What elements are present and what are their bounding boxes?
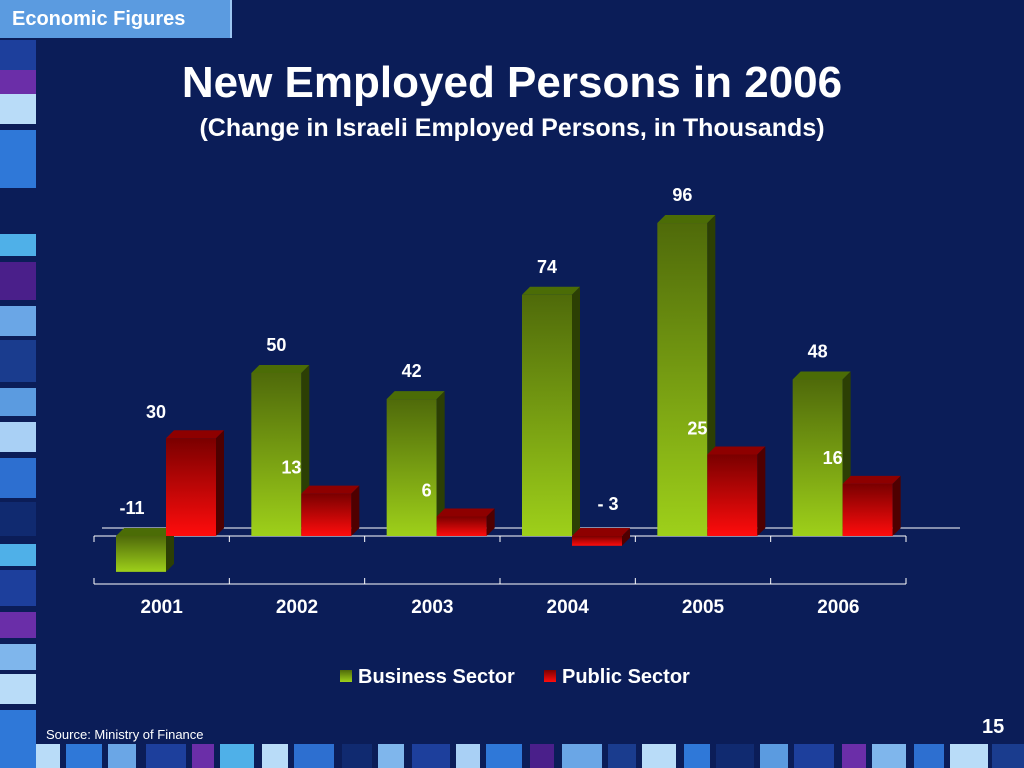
bar-side — [892, 475, 901, 536]
bar-front — [657, 223, 708, 537]
bar-front — [522, 294, 572, 536]
bar-front — [436, 516, 487, 536]
data-label: - 3 — [597, 494, 618, 514]
x-tick-label: 2001 — [141, 597, 184, 618]
data-label: 25 — [687, 419, 707, 439]
bar-public-2003 — [436, 508, 495, 536]
bar-top — [301, 485, 360, 494]
bar-business-2001 — [116, 528, 174, 572]
x-tick-label: 2006 — [817, 597, 859, 618]
bar-business-2003 — [386, 391, 445, 536]
data-label: 42 — [402, 361, 422, 381]
legend-label: Public Sector — [562, 666, 690, 688]
header-tab-label: Economic Figures — [12, 8, 186, 30]
bar-side — [166, 528, 174, 572]
bar-front — [386, 399, 437, 536]
bar-front — [166, 438, 216, 536]
x-tick-label: 2002 — [276, 597, 318, 618]
source-note: Source: Ministry of Finance — [46, 727, 204, 742]
bar-side — [351, 485, 360, 536]
bar-top — [166, 430, 224, 439]
bar-top — [116, 528, 174, 536]
bar-side — [622, 528, 630, 546]
legend-item-business: Business Sector — [340, 666, 515, 688]
bar-top — [522, 286, 580, 295]
bar-top — [572, 528, 630, 536]
bar-front — [301, 493, 352, 536]
header-tab: Economic Figures — [0, 0, 232, 38]
x-tick-label: 2003 — [411, 597, 453, 618]
bar-top — [657, 215, 716, 224]
bar-side — [436, 391, 445, 536]
bar-public-2006 — [842, 475, 901, 536]
bar-public-2005 — [707, 446, 766, 536]
data-label: -11 — [119, 498, 144, 518]
bar-public-2002 — [301, 485, 360, 536]
left-decorative-strip — [0, 40, 36, 768]
data-label: 30 — [146, 402, 166, 422]
bar-top — [792, 371, 851, 380]
data-label: 13 — [281, 458, 301, 478]
bar-front — [572, 536, 622, 546]
bar-top — [386, 391, 445, 400]
bottom-decorative-strip — [36, 744, 1024, 768]
legend-swatch — [544, 670, 556, 682]
bar-top — [842, 475, 901, 484]
bar-side — [757, 446, 766, 536]
legend-item-public: Public Sector — [544, 666, 690, 688]
slide-title: New Employed Persons in 2006 — [181, 58, 843, 107]
bar-front — [842, 483, 893, 536]
x-tick-label: 2004 — [547, 597, 590, 618]
slide-subtitle: (Change in Israeli Employed Persons, in … — [199, 114, 825, 142]
bar-front — [251, 373, 302, 536]
bar-side — [486, 508, 495, 536]
bar-business-2005 — [657, 215, 716, 537]
legend-swatch — [340, 670, 352, 682]
bar-top — [707, 446, 766, 455]
data-label: 48 — [808, 342, 828, 362]
page-number: 15 — [982, 716, 1005, 738]
bar-business-2004 — [522, 286, 580, 536]
bar-top — [436, 508, 495, 517]
data-label: 16 — [823, 448, 843, 468]
bar-top — [251, 365, 310, 373]
data-label: 6 — [422, 480, 432, 500]
bar-public-2001 — [166, 430, 224, 536]
data-label: 74 — [537, 257, 557, 277]
bar-front — [792, 379, 843, 536]
bar-business-2002 — [251, 365, 310, 536]
bar-front — [116, 536, 166, 572]
bar-public-2004 — [572, 528, 630, 546]
x-tick-label: 2005 — [682, 597, 725, 618]
bar-side — [572, 286, 580, 536]
legend-label: Business Sector — [358, 666, 515, 688]
bar-side — [216, 430, 224, 536]
data-label: 96 — [672, 185, 692, 205]
data-label: 50 — [266, 335, 286, 355]
bar-front — [707, 454, 758, 536]
